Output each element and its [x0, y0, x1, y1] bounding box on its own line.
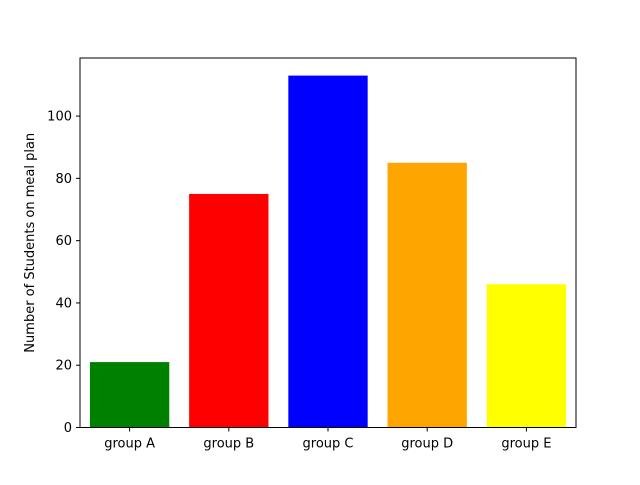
- x-tick-label: group A: [104, 437, 155, 452]
- y-tick-label: 100: [47, 110, 72, 125]
- x-tick-label: group E: [501, 437, 551, 452]
- y-axis-ticks: 0 20 40 60 80 100: [47, 110, 80, 436]
- y-tick-label: 20: [55, 359, 72, 374]
- bar-group-a: [89, 362, 170, 428]
- x-tick-label: group C: [303, 437, 354, 452]
- x-axis-ticks: group A group B group C group D group E: [104, 427, 551, 452]
- bar-group-c: [288, 75, 368, 428]
- y-axis-label: Number of Students on meal plan: [23, 133, 38, 353]
- bar-group-e: [486, 284, 567, 428]
- y-tick-label: 40: [55, 296, 72, 311]
- x-tick-label: group B: [203, 437, 254, 452]
- bar-group-b: [189, 193, 269, 428]
- plot-frame: [79, 57, 577, 428]
- y-tick-label: 0: [64, 421, 72, 436]
- y-tick-label: 60: [55, 234, 72, 249]
- bar-group-d: [387, 162, 467, 428]
- bars-layer: [89, 75, 567, 428]
- x-tick-label: group D: [401, 437, 453, 452]
- y-tick-label: 80: [55, 172, 72, 187]
